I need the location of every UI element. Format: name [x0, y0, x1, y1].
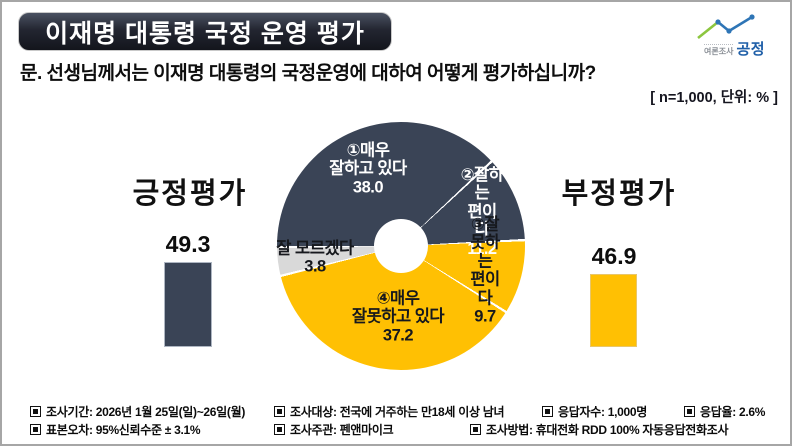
donut-hole: [374, 219, 428, 273]
square-bullet-icon: [470, 424, 481, 435]
slice-label-very-bad: ④매우 잘못하고 있다 37.2: [351, 289, 445, 345]
footer-item-respondent-count: 응답자수: 1,000명: [542, 403, 647, 420]
report-title-box: 이재명 대통령 국정 운영 평가: [18, 12, 392, 51]
logo-trendline-icon: [697, 14, 755, 40]
square-bullet-icon: [542, 406, 553, 417]
survey-question: 문. 선생님께서는 이재명 대통령의 국정운영에 대하여 어떻게 평가하십니까?: [20, 63, 596, 84]
positive-label: 긍정평가: [132, 178, 248, 210]
footer-item-sampling-error: 표본오차: 95%신뢰수준 ± 3.1%: [30, 421, 201, 438]
slice-label-very-good: ①매우 잘하고 있다 38.0: [329, 141, 407, 197]
square-bullet-icon: [30, 424, 41, 435]
footer-item-response-rate: 응답율: 2.6%: [684, 403, 765, 420]
slice-label-somewhat-bad: ③잘못하는 편이다 9.7: [470, 215, 500, 326]
sample-size-note: [ n=1,000, 단위: % ]: [650, 90, 778, 106]
positive-bar: [164, 262, 212, 347]
square-bullet-icon: [30, 406, 41, 417]
square-bullet-icon: [684, 406, 695, 417]
square-bullet-icon: [274, 406, 285, 417]
slice-label-dont-know: 잘 모르겠다 3.8: [276, 239, 354, 276]
footer-item-survey-target: 조사대상: 전국에 거주하는 만18세 이상 남녀: [274, 403, 505, 420]
negative-bar: [590, 274, 637, 347]
donut-chart: ①매우 잘하고 있다 38.0 ②잘하는 편이다 11.2 ③잘못하는 편이다 …: [276, 122, 525, 370]
negative-label: 부정평가: [561, 178, 677, 210]
footer-item-survey-organizer: 조사주관: 펜앤마이크: [274, 421, 394, 438]
positive-value: 49.3: [165, 231, 211, 257]
footer-item-survey-method: 조사방법: 휴대전화 RDD 100% 자동응답전화조사: [470, 421, 729, 438]
footer-item-survey-period: 조사기간: 2026년 1월 25일(일)~26일(월): [30, 403, 245, 420]
report-title: 이재명 대통령 국정 운영 평가: [45, 19, 365, 48]
logo-brand-name: 공정: [736, 41, 766, 58]
slice-label-somewhat-good: ②잘하는 편이다 11.2: [460, 165, 504, 258]
brand-logo: 여론조사 공정: [692, 14, 778, 59]
square-bullet-icon: [274, 424, 285, 435]
negative-value: 46.9: [591, 243, 637, 269]
logo-wordmark: 여론조사 공정: [704, 38, 765, 59]
logo-subtext: 여론조사: [704, 44, 734, 57]
